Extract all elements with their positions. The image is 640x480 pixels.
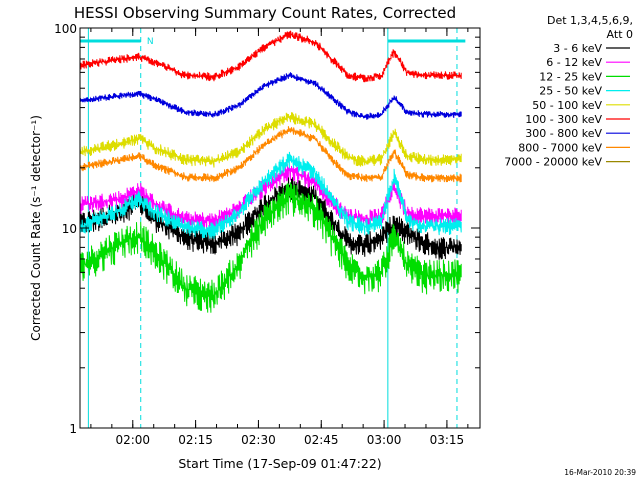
x-tick-label: 02:45	[304, 433, 339, 447]
x-tick-label: 02:15	[178, 433, 213, 447]
legend-label: 300 - 800 keV	[525, 127, 602, 140]
chart-title: HESSI Observing Summary Count Rates, Cor…	[74, 4, 456, 22]
series-line	[79, 30, 462, 83]
x-tick-label: 02:30	[241, 433, 276, 447]
legend-label: 800 - 7000 keV	[518, 141, 602, 154]
legend-label: 100 - 300 keV	[525, 113, 602, 126]
y-tick-label: 100	[54, 22, 77, 36]
series-line	[79, 72, 462, 120]
series-line	[79, 151, 462, 239]
series-line	[79, 182, 462, 313]
legend-label: 3 - 6 keV	[553, 42, 602, 55]
x-axis-label: Start Time (17-Sep-09 01:47:22)	[178, 456, 381, 471]
y-tick-label: 1	[69, 422, 77, 436]
legend-label: 12 - 25 keV	[539, 70, 602, 83]
series-line	[79, 112, 462, 168]
legend-label: 6 - 12 keV	[546, 56, 602, 69]
legend-header-line2: Att 0	[607, 28, 633, 41]
legend-label: 7000 - 20000 keV	[504, 156, 602, 169]
legend-header-line1: Det 1,3,4,5,6,9,	[547, 14, 633, 27]
legend-label: 25 - 50 keV	[539, 85, 602, 98]
legend-label: 50 - 100 keV	[532, 99, 602, 112]
y-axis-label: Corrected Count Rate (s⁻¹ detector⁻¹)	[29, 115, 43, 341]
series-line	[79, 126, 462, 183]
x-tick-label: 03:15	[430, 433, 465, 447]
x-tick-label: 02:00	[115, 433, 150, 447]
y-tick-label: 10	[62, 222, 77, 236]
x-tick-label: 03:00	[367, 433, 402, 447]
footer-date: 16-Mar-2010 20:39	[564, 468, 636, 477]
annotation-n: N	[147, 37, 154, 47]
